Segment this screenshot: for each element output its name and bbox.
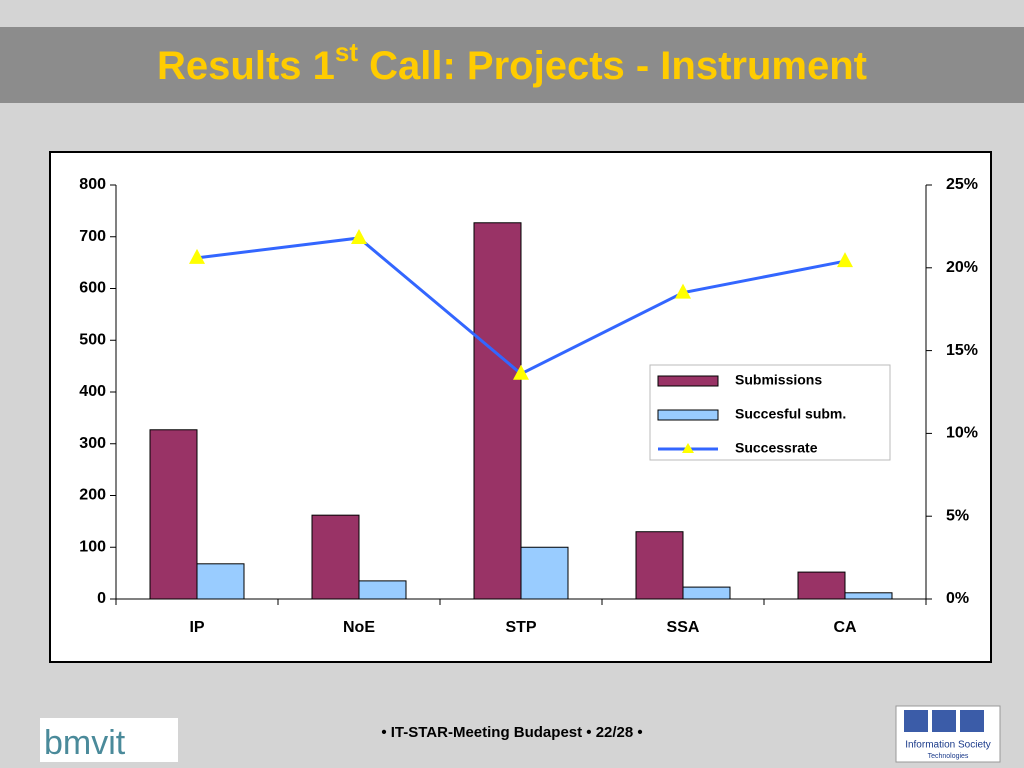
logo-icon bbox=[904, 710, 928, 732]
logo-left-bg bbox=[40, 718, 178, 762]
bar bbox=[311, 514, 360, 600]
y2-tick-label: 5% bbox=[946, 507, 969, 524]
x-tick-label: STP bbox=[505, 619, 536, 636]
chart: 0 100 200 300 400 500 600 700 800 0% 5% 10% 15% 20% 25… bbox=[79, 176, 978, 636]
logo-left: bmvit bbox=[44, 724, 126, 762]
y2-tick-label: 15% bbox=[946, 342, 978, 359]
title-superscript: st bbox=[335, 37, 358, 67]
logo-right-line: Information Society bbox=[905, 740, 991, 751]
y2-tick-label: 25% bbox=[946, 176, 978, 193]
y-tick-label: 600 bbox=[79, 280, 106, 297]
bar bbox=[797, 571, 846, 600]
marker bbox=[189, 248, 205, 264]
y2-tick-label: 0% bbox=[946, 590, 969, 607]
x-tick-label: NoE bbox=[343, 619, 375, 636]
y-tick-label: 700 bbox=[79, 228, 106, 245]
title-text: Results 1 bbox=[157, 44, 335, 88]
title-band bbox=[0, 27, 1024, 103]
legend-swatch bbox=[657, 375, 719, 387]
y-tick-label: 800 bbox=[79, 176, 106, 193]
legend-label: Successrate bbox=[735, 440, 818, 456]
marker bbox=[513, 364, 529, 380]
y-tick-label: 500 bbox=[79, 331, 106, 348]
x-tick-label: SSA bbox=[667, 619, 700, 636]
legend: Submissions Succesful subm. Successrate bbox=[649, 364, 891, 461]
bar bbox=[635, 531, 684, 600]
bar bbox=[358, 580, 407, 600]
legend-label: Submissions bbox=[735, 372, 822, 388]
y-tick-label: 200 bbox=[79, 487, 106, 504]
marker bbox=[351, 228, 367, 244]
bar bbox=[682, 586, 731, 600]
y2-tick-label: 10% bbox=[946, 425, 978, 442]
legend-marker bbox=[682, 443, 694, 453]
marker bbox=[837, 252, 853, 268]
slide-title: Results 1st Call: Projects - Instrument bbox=[157, 37, 867, 88]
y-tick-label: 100 bbox=[79, 538, 106, 555]
y-tick-label: 0 bbox=[97, 590, 106, 607]
logo-right-line: Technologies bbox=[928, 753, 969, 760]
logo-icon bbox=[960, 710, 984, 732]
marker bbox=[675, 283, 691, 299]
y2-tick-label: 20% bbox=[946, 259, 978, 276]
x-tick-label: IP bbox=[189, 619, 204, 636]
title-rest: Call: Projects - Instrument bbox=[358, 44, 867, 88]
x-tick-label: CA bbox=[833, 619, 857, 636]
bar bbox=[196, 563, 245, 600]
footer: • IT-STAR-Meeting Budapest • 22/28 • bbox=[381, 724, 642, 741]
legend-label: Succesful subm. bbox=[735, 406, 846, 422]
bar bbox=[844, 592, 893, 600]
y-tick-label: 400 bbox=[79, 383, 106, 400]
y-tick-label: 300 bbox=[79, 435, 106, 452]
logo-icon bbox=[932, 710, 956, 732]
bar bbox=[473, 222, 522, 600]
bar bbox=[149, 429, 198, 600]
bar bbox=[520, 546, 569, 600]
legend-swatch bbox=[657, 409, 719, 421]
